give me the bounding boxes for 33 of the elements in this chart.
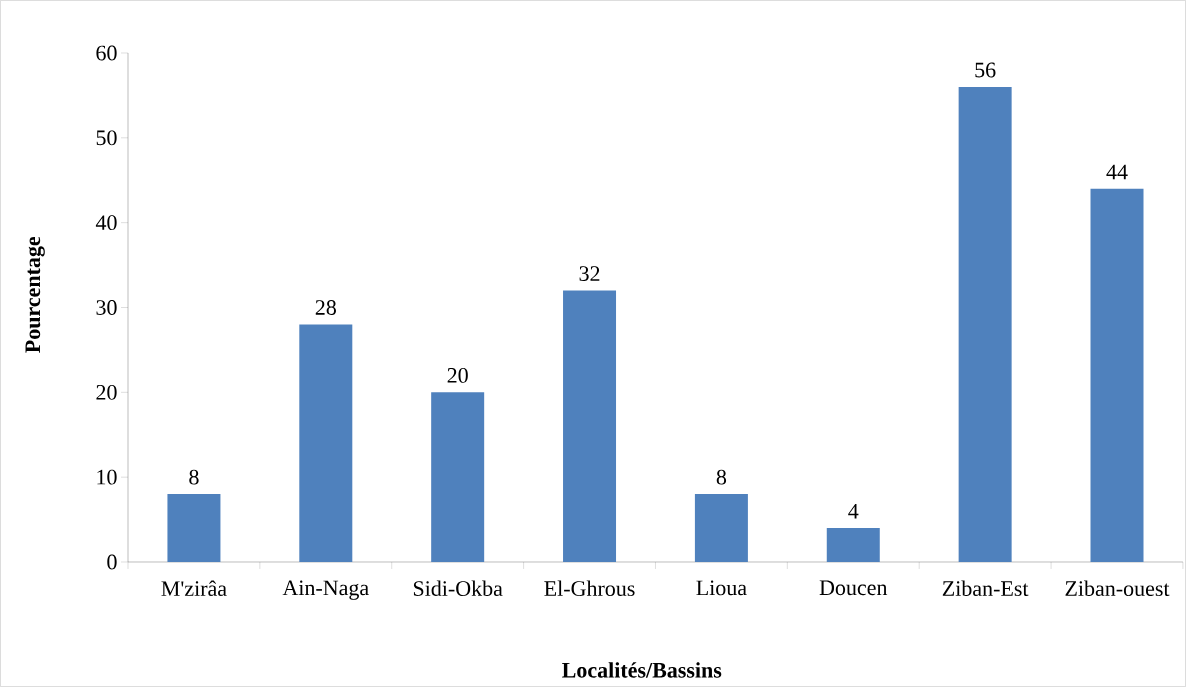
x-tick-label: Ziban-ouest [1065, 580, 1170, 596]
bar [431, 392, 485, 562]
y-tick-label: 40 [95, 215, 117, 231]
y-axis-title: Pourcentage [25, 236, 45, 353]
x-tick-label: M'zirâa [161, 580, 227, 597]
data-label: 4 [848, 504, 859, 519]
y-tick-label: 20 [96, 384, 117, 400]
y-tick-label: 0 [107, 554, 117, 570]
y-tick-label: 30 [96, 300, 117, 315]
y-tick-label: 50 [96, 130, 117, 146]
x-tick-label: Sidi-Okba [413, 580, 503, 596]
data-label: 20 [447, 367, 468, 383]
y-tick-label: 10 [97, 469, 117, 485]
bar [826, 528, 880, 562]
bar [694, 494, 748, 562]
data-label: 28 [315, 300, 336, 315]
bar [958, 86, 1012, 562]
data-label: 44 [1106, 164, 1128, 180]
x-axis-title: Localités/Bassins [562, 662, 722, 678]
x-tick-label: Ain-Naga [282, 580, 369, 600]
x-tick-label: El-Ghrous [544, 580, 635, 596]
bar [167, 494, 221, 562]
bar [1090, 188, 1144, 562]
data-label: 8 [189, 469, 199, 485]
x-tick-label: Ziban-Est [942, 580, 1029, 596]
bar [563, 290, 617, 562]
x-tick-label: Lioua [696, 580, 747, 596]
data-label: 32 [579, 266, 600, 281]
bar [299, 324, 353, 562]
data-label: 8 [716, 469, 727, 485]
y-tick-label: 60 [96, 45, 117, 61]
x-tick-label: Doucen [819, 580, 888, 596]
data-label: 56 [975, 62, 996, 78]
